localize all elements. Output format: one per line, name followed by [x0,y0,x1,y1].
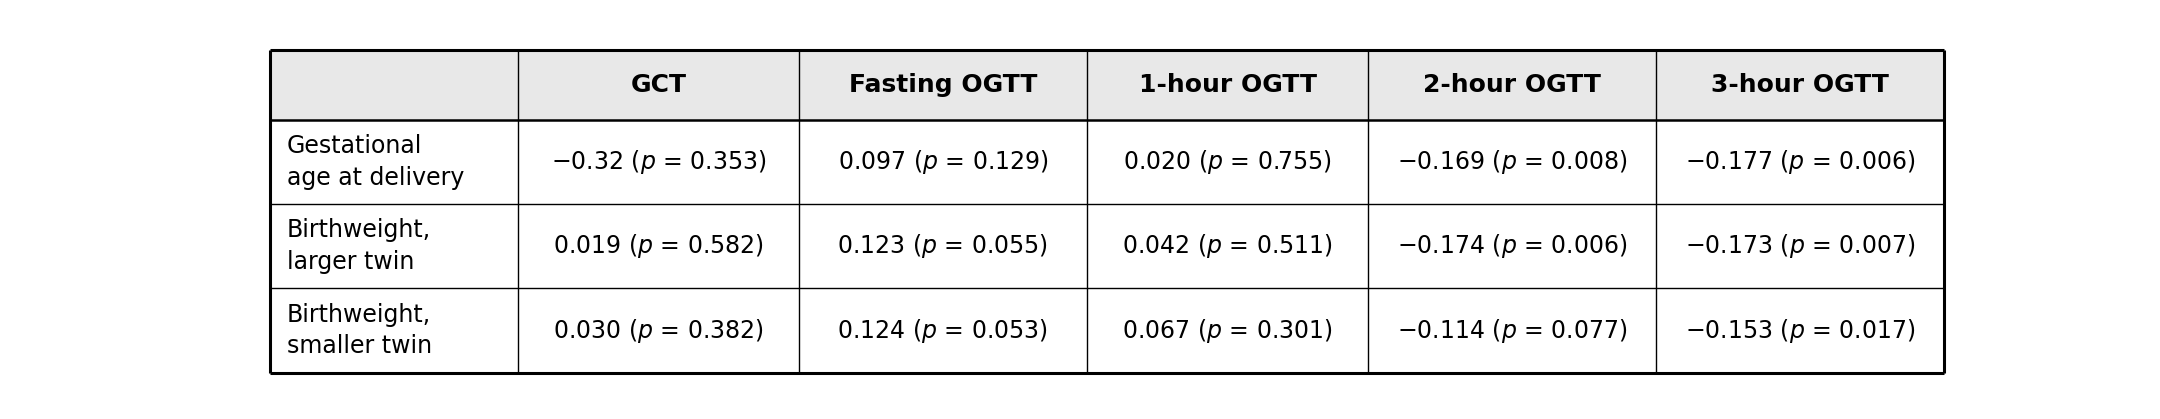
Text: −0.174 ($\it{p}$ = 0.006): −0.174 ($\it{p}$ = 0.006) [1398,232,1626,260]
Bar [799,289,1086,373]
Text: 0.124 ($\it{p}$ = 0.053): 0.124 ($\it{p}$ = 0.053) [838,317,1048,345]
Bar [1367,289,1657,373]
Bar [518,204,799,289]
Text: Gestational
age at delivery: Gestational age at delivery [287,134,464,190]
Bar [518,50,799,120]
Bar [270,120,518,204]
Text: 0.042 ($\it{p}$ = 0.511): 0.042 ($\it{p}$ = 0.511) [1121,232,1333,260]
Bar [1086,289,1367,373]
Text: 0.020 ($\it{p}$ = 0.755): 0.020 ($\it{p}$ = 0.755) [1123,148,1333,176]
Bar [1657,50,1944,120]
Text: −0.114 ($\it{p}$ = 0.077): −0.114 ($\it{p}$ = 0.077) [1398,317,1626,345]
Bar [1086,120,1367,204]
Bar [1086,50,1367,120]
Bar [1367,204,1657,289]
Text: 0.019 ($\it{p}$ = 0.582): 0.019 ($\it{p}$ = 0.582) [553,232,765,260]
Text: GCT: GCT [631,73,687,97]
Text: 0.123 ($\it{p}$ = 0.055): 0.123 ($\it{p}$ = 0.055) [838,232,1048,260]
Bar [518,120,799,204]
Bar [1367,120,1657,204]
Bar [1367,50,1657,120]
Bar [270,50,518,120]
Text: Birthweight,
smaller twin: Birthweight, smaller twin [287,303,432,359]
Text: 3-hour OGTT: 3-hour OGTT [1711,73,1890,97]
Text: 0.030 ($\it{p}$ = 0.382): 0.030 ($\it{p}$ = 0.382) [553,317,765,345]
Text: Fasting OGTT: Fasting OGTT [849,73,1037,97]
Text: −0.32 ($\it{p}$ = 0.353): −0.32 ($\it{p}$ = 0.353) [551,148,767,176]
Bar [799,204,1086,289]
Bar [1657,204,1944,289]
Bar [799,50,1086,120]
Bar [270,204,518,289]
Bar [518,289,799,373]
Text: 0.097 ($\it{p}$ = 0.129): 0.097 ($\it{p}$ = 0.129) [838,148,1048,176]
Text: −0.177 ($\it{p}$ = 0.006): −0.177 ($\it{p}$ = 0.006) [1685,148,1916,176]
Text: −0.153 ($\it{p}$ = 0.017): −0.153 ($\it{p}$ = 0.017) [1685,317,1916,345]
Text: 0.067 ($\it{p}$ = 0.301): 0.067 ($\it{p}$ = 0.301) [1121,317,1333,345]
Text: 1-hour OGTT: 1-hour OGTT [1138,73,1318,97]
Bar [1086,204,1367,289]
Bar [1657,289,1944,373]
Text: Birthweight,
larger twin: Birthweight, larger twin [287,218,430,274]
Text: −0.173 ($\it{p}$ = 0.007): −0.173 ($\it{p}$ = 0.007) [1685,232,1916,260]
Text: −0.169 ($\it{p}$ = 0.008): −0.169 ($\it{p}$ = 0.008) [1398,148,1626,176]
Bar [270,289,518,373]
Text: 2-hour OGTT: 2-hour OGTT [1423,73,1601,97]
Bar [1657,120,1944,204]
Bar [799,120,1086,204]
